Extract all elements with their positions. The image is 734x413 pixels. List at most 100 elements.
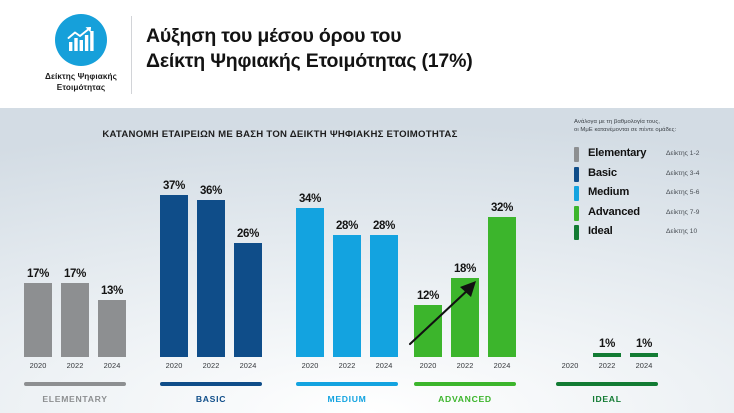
chart-title: ΚΑΤΑΝΟΜΗ ΕΤΑΙΡΕΙΩΝ ΜΕ ΒΑΣΗ ΤΟΝ ΔΕΙΚΤΗ ΨΗ… [102,129,458,140]
bar-elementary-2024[interactable]: 13% [98,285,126,357]
bar-rect [451,278,479,357]
brand-lockup: Δείκτης Ψηφιακής Ετοιμότητας [38,14,124,93]
bar-ideal-2020[interactable] [556,354,584,357]
bar-group-ideal: 1% 1% 2020 2022 2024 IDEAL [556,108,666,413]
bar-rect [333,234,361,357]
bar-value-label: 37% [162,180,186,193]
group-label-medium: MEDIUM [327,394,367,404]
bar-value-label: 12% [416,289,440,302]
legend-note-line2: οι ΜμΕ κατανέμονται σε πέντε ομάδες: [574,127,677,133]
bar-advanced-2022[interactable]: 18% [451,263,479,357]
header-bar: Δείκτης Ψηφιακής Ετοιμότητας Αύξηση του … [0,0,734,108]
bar-basic-2024[interactable]: 26% [234,228,262,357]
legend-range: Δείκτης 1-2 [666,150,700,157]
bar-elementary-2020[interactable]: 17% [24,268,52,357]
legend-label: Advanced [588,205,640,218]
bar-rect [197,199,225,357]
x-tick-2022: 2022 [456,361,474,370]
x-axis-ticks: 2020 2022 2024 [160,361,270,373]
legend-note-line1: Ανάλογα με τη βαθμολογία τους, [574,119,660,125]
legend-label: Ideal [588,225,613,238]
group-label-elementary: ELEMENTARY [42,394,108,404]
bar-ideal-2024[interactable]: 1% [630,338,658,357]
legend-rows: Elementary Δείκτης 1-2 Basic Δείκτης 3-4 Med… [566,145,726,243]
bar-value-label: 13% [100,285,124,298]
bar-value-label: 28% [335,219,359,232]
bar-value-label: 28% [372,219,396,232]
legend-range: Δείκτης 7-9 [666,208,700,216]
bars-container: 12% 18% 32% [414,182,524,357]
group-underline [414,382,516,386]
legend-item-basic[interactable]: Basic Δείκτης 3-4 [566,165,726,185]
bar-ideal-2022[interactable]: 1% [593,338,621,357]
page-title-line2: Δείκτη Ψηφιακής Ετοιμότητας (17%) [146,50,473,72]
bar-value-label: 34% [298,193,322,206]
bars-container: 17% 17% 13% [24,182,134,357]
bars-container: 37% 36% 26% [160,180,270,357]
bar-group-advanced: 12% 18% 32% 2020 2022 2024 ADVANCED [414,108,524,413]
legend-item-advanced[interactable]: Advanced Δείκτης 7-9 [566,204,726,224]
x-tick-2022: 2022 [338,361,356,370]
legend-item-ideal[interactable]: Ideal Δείκτης 10 [566,223,726,243]
brand-caption: Δείκτης Ψηφιακής Ετοιμότητας [38,72,124,93]
bar-advanced-2020[interactable]: 12% [414,289,442,357]
bar-value-label: 1% [635,337,653,350]
bar-rect [160,195,188,357]
bar-value-label: 26% [236,228,260,241]
bar-value-label: 32% [490,202,514,214]
slide-body: ΚΑΤΑΝΟΜΗ ΕΤΑΙΡΕΙΩΝ ΜΕ ΒΑΣΗ ΤΟΝ ΔΕΙΚΤΗ ΨΗ… [0,108,734,413]
x-tick-2024: 2024 [375,361,393,370]
bar-advanced-2024[interactable]: 32% [488,202,516,357]
legend-label: Basic [588,166,617,179]
x-axis-ticks: 2020 2022 2024 [296,361,406,373]
page-title-line1: Αύξηση του μέσου όρου του [146,25,402,47]
x-tick-2020: 2020 [29,361,47,370]
x-tick-2022: 2022 [598,361,616,370]
group-label-advanced: ADVANCED [438,394,492,404]
bar-value-label: 17% [63,267,87,280]
legend-label: Elementary [588,147,647,159]
bar-value-label: 36% [199,184,223,197]
bar-medium-2020[interactable]: 34% [296,193,324,357]
legend-item-medium[interactable]: Medium Δείκτης 5-6 [566,184,726,204]
x-axis-ticks: 2020 2022 2024 [556,361,666,373]
bar-rect [414,304,442,357]
bar-rect [593,352,621,357]
bar-rect [488,217,516,357]
bar-elementary-2022[interactable]: 17% [61,268,89,357]
x-tick-2020: 2020 [301,361,319,370]
legend-range: Δείκτης 10 [666,228,698,236]
bar-rect [630,352,658,357]
bars-container: 1% 1% [556,182,666,357]
x-tick-2020: 2020 [419,361,437,370]
legend-label: Medium [588,186,630,199]
x-axis-ticks: 2020 2022 2024 [414,361,524,373]
x-tick-2024: 2024 [103,361,121,370]
x-tick-2020: 2020 [165,361,183,370]
bar-value-label: 17% [26,267,50,280]
group-underline [296,382,398,386]
bar-value-label: 18% [453,263,477,276]
legend-swatch-basic [574,166,579,182]
bar-medium-2022[interactable]: 28% [333,219,361,357]
legend-note: Ανάλογα με τη βαθμολογία τους, οι ΜμΕ κα… [574,118,726,134]
bar-basic-2022[interactable]: 36% [197,184,225,357]
group-label-ideal: IDEAL [592,394,622,404]
bar-value-label: 1% [598,337,616,350]
bar-medium-2024[interactable]: 28% [370,219,398,357]
bar-basic-2020[interactable]: 37% [160,180,188,357]
group-underline [24,382,126,386]
x-tick-2022: 2022 [202,361,220,370]
bars-container: 34% 28% 28% [296,182,406,357]
bar-chart-plot: 17% 17% 13% 2020 2022 2024 ELEMENTARY 37% 36% 26%… [0,108,658,413]
bar-rect [370,234,398,357]
bar-rect [24,282,52,357]
bar-group-elementary: 17% 17% 13% 2020 2022 2024 ELEMENTARY [24,108,134,413]
legend-range: Δείκτης 5-6 [666,189,700,197]
group-label-basic: BASIC [195,394,227,404]
group-underline [556,382,658,386]
x-tick-2024: 2024 [493,361,511,370]
legend-item-elementary[interactable]: Elementary Δείκτης 1-2 [566,145,726,165]
x-tick-2024: 2024 [635,361,653,370]
